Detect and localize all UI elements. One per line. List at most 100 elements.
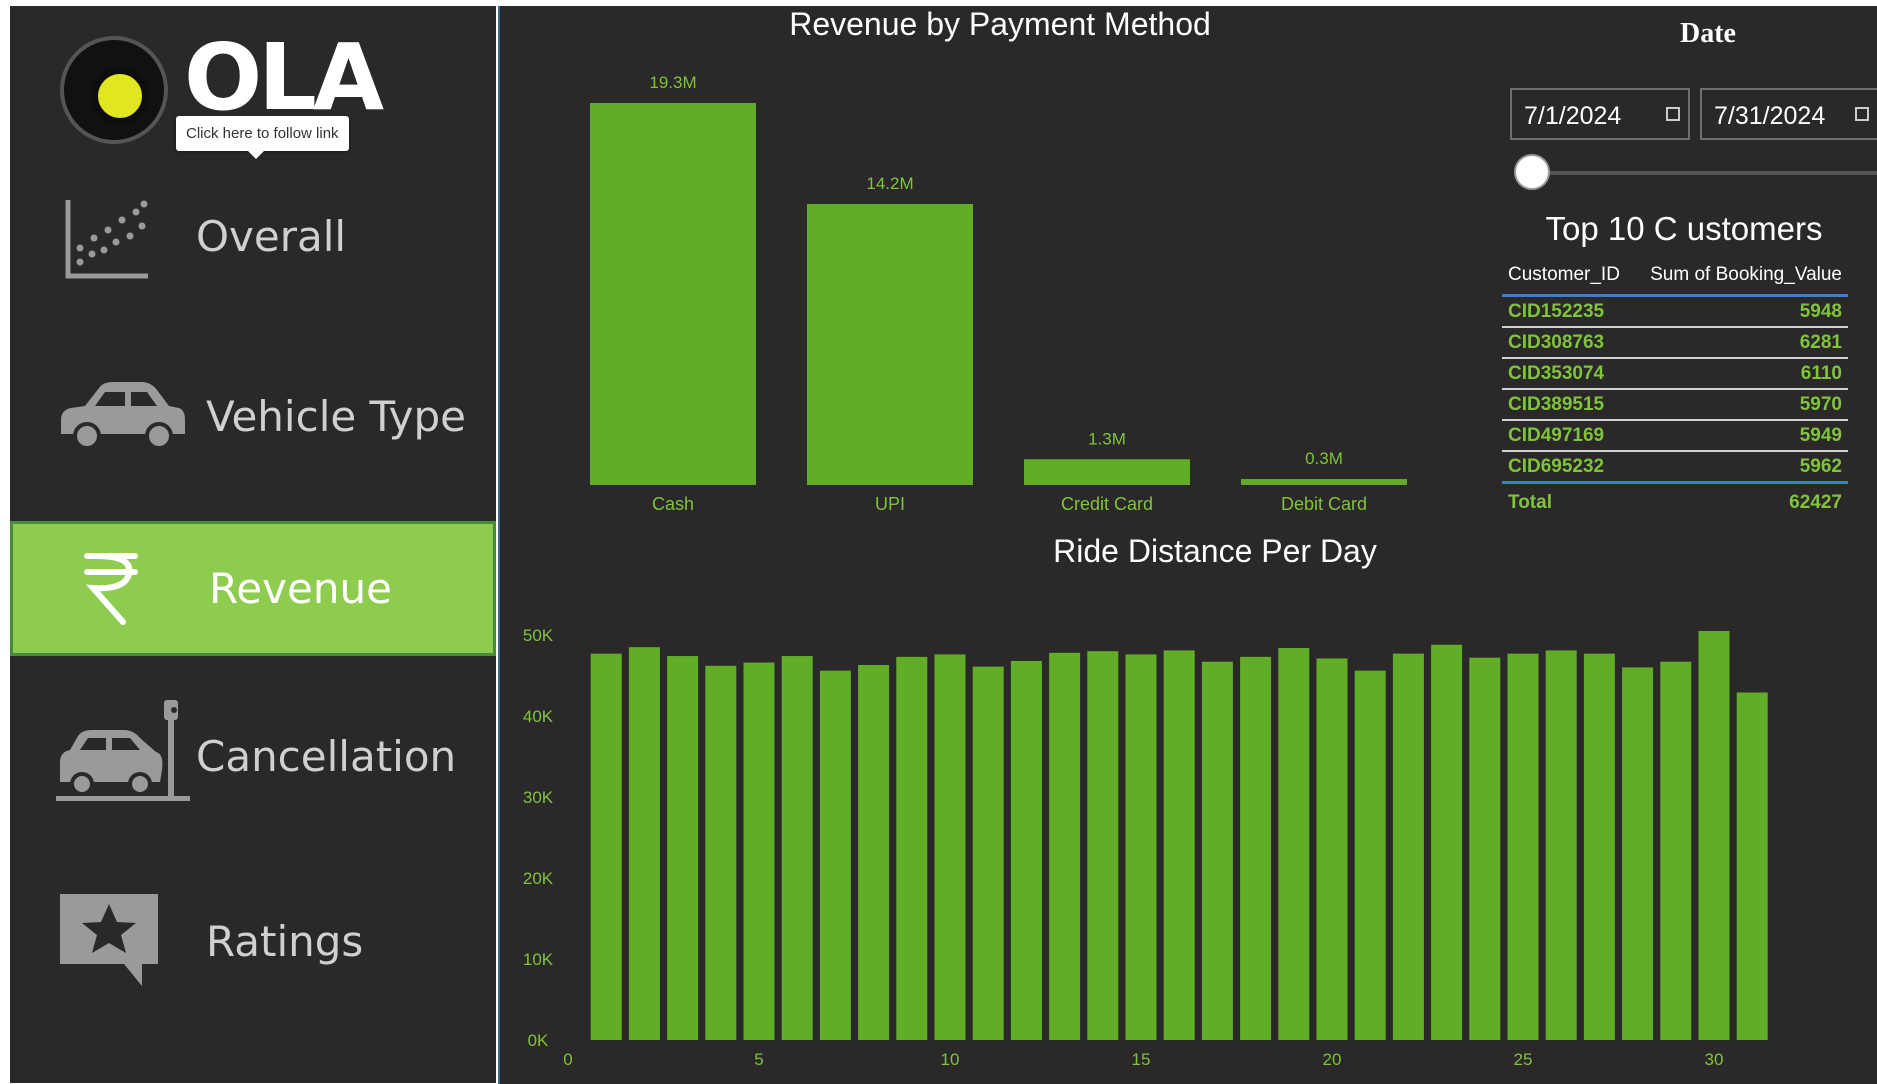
- revenue-data-label: 19.3M: [649, 73, 696, 92]
- customer-id-cell: CID497169: [1502, 420, 1633, 452]
- x-tick-label: 15: [1132, 1050, 1151, 1069]
- table-row[interactable]: CID353074 6110: [1502, 358, 1848, 390]
- nav-label-overall: Overall: [196, 211, 347, 261]
- distance-bar[interactable]: [934, 654, 966, 1040]
- revenue-category-label: UPI: [875, 494, 905, 514]
- distance-bar[interactable]: [1278, 647, 1310, 1040]
- x-tick-label: 0: [563, 1050, 572, 1069]
- distance-bar[interactable]: [858, 664, 890, 1040]
- column-header-customer-id[interactable]: Customer_ID: [1502, 258, 1633, 297]
- distance-bar[interactable]: [781, 656, 813, 1040]
- distance-chart-title: Ride Distance Per Day: [1053, 533, 1377, 569]
- distance-bar[interactable]: [1431, 644, 1463, 1040]
- revenue-chart-title: Revenue by Payment Method: [789, 6, 1211, 42]
- distance-bar[interactable]: [1545, 650, 1577, 1040]
- nav-label-ratings: Ratings: [206, 916, 364, 966]
- distance-bar[interactable]: [1049, 652, 1081, 1040]
- booking-value-cell: 5949: [1632, 420, 1848, 452]
- customer-id-cell: CID353074: [1502, 358, 1633, 390]
- column-header-booking-value[interactable]: Sum of Booking_Value: [1632, 258, 1848, 297]
- distance-bar[interactable]: [1316, 658, 1348, 1040]
- y-tick-label: 30K: [523, 788, 554, 807]
- table-row[interactable]: CID308763 6281: [1502, 327, 1848, 359]
- table-total-row: Total 62427: [1502, 481, 1848, 517]
- total-label: Total: [1502, 481, 1633, 517]
- link-tooltip: Click here to follow link: [176, 116, 349, 159]
- distance-bar[interactable]: [628, 647, 660, 1040]
- calendar-icon[interactable]: [1666, 107, 1680, 121]
- booking-value-cell: 5948: [1632, 295, 1848, 328]
- distance-bar[interactable]: [1240, 656, 1272, 1040]
- x-tick-label: 10: [941, 1050, 960, 1069]
- revenue-bar[interactable]: [1024, 459, 1190, 485]
- table-row[interactable]: CID497169 5949: [1502, 420, 1848, 452]
- rupee-icon: [84, 553, 138, 625]
- revenue-bar[interactable]: [590, 103, 756, 485]
- revenue-data-label: 14.2M: [866, 174, 913, 193]
- ola-logo[interactable]: OLA: [48, 24, 388, 164]
- y-tick-label: 50K: [523, 626, 554, 645]
- distance-bar[interactable]: [1087, 651, 1119, 1040]
- date-range-slider-track[interactable]: [1530, 171, 1877, 175]
- distance-bar[interactable]: [1125, 654, 1157, 1040]
- table-row[interactable]: CID152235 5948: [1502, 295, 1848, 328]
- nav-label-vehicle-type: Vehicle Type: [206, 391, 467, 441]
- distance-bar[interactable]: [667, 656, 699, 1040]
- revenue-category-label: Credit Card: [1061, 494, 1153, 514]
- distance-bar[interactable]: [819, 670, 851, 1040]
- end-date-input[interactable]: 7/31/2024: [1700, 88, 1877, 140]
- table-header-row: Customer_ID Sum of Booking_Value: [1502, 258, 1848, 297]
- top-customers-title: Top 10 C ustomers: [1545, 210, 1823, 247]
- distance-bar[interactable]: [1354, 670, 1386, 1040]
- booking-value-cell: 5970: [1632, 389, 1848, 421]
- revenue-bar-chart: 19.3M Cash 14.2M UPI 1.3M Credit Card 0.3M Debi…: [590, 73, 1407, 514]
- y-tick-label: 0K: [528, 1031, 549, 1050]
- distance-bar[interactable]: [1163, 650, 1195, 1040]
- top-customers-table: Customer_ID Sum of Booking_Value CID1522…: [1502, 258, 1848, 517]
- distance-bar[interactable]: [1583, 653, 1615, 1040]
- start-date-value: 7/1/2024: [1524, 102, 1622, 130]
- calendar-icon[interactable]: [1855, 107, 1869, 121]
- booking-value-cell: 6281: [1632, 327, 1848, 359]
- revenue-category-label: Debit Card: [1281, 494, 1367, 514]
- nav-item-vehicle-type[interactable]: Vehicle Type: [10, 336, 496, 496]
- booking-value-cell: 6110: [1632, 358, 1848, 390]
- revenue-bar[interactable]: [807, 203, 973, 486]
- distance-bar[interactable]: [1660, 661, 1692, 1040]
- distance-bar[interactable]: [1201, 661, 1233, 1040]
- x-tick-label: 25: [1514, 1050, 1533, 1069]
- distance-bar[interactable]: [972, 666, 1004, 1040]
- distance-bar[interactable]: [1507, 653, 1539, 1040]
- date-range-slider-handle[interactable]: [1514, 154, 1550, 190]
- start-date-input[interactable]: 7/1/2024: [1510, 88, 1690, 140]
- distance-bar[interactable]: [1736, 692, 1768, 1040]
- distance-bar[interactable]: [1469, 657, 1501, 1040]
- distance-bar[interactable]: [743, 662, 775, 1040]
- total-value: 62427: [1632, 481, 1848, 517]
- distance-bar[interactable]: [1622, 667, 1654, 1040]
- y-tick-label: 40K: [523, 707, 554, 726]
- distance-bar[interactable]: [896, 656, 928, 1040]
- distance-bar[interactable]: [1698, 630, 1730, 1040]
- sidebar: OLA Click here to follow link Overall Ve…: [10, 6, 496, 1083]
- distance-bar[interactable]: [1392, 653, 1424, 1040]
- ola-logo-circle-icon: [60, 36, 168, 144]
- distance-bar[interactable]: [705, 665, 737, 1040]
- nav-item-cancellation[interactable]: Cancellation: [10, 676, 496, 836]
- table-row[interactable]: CID695232 5962: [1502, 451, 1848, 484]
- y-tick-label: 10K: [523, 950, 554, 969]
- revenue-bar[interactable]: [1241, 479, 1407, 485]
- x-tick-label: 30: [1705, 1050, 1724, 1069]
- end-date-value: 7/31/2024: [1714, 102, 1826, 130]
- customer-id-cell: CID308763: [1502, 327, 1633, 359]
- revenue-category-label: Cash: [652, 494, 694, 514]
- distance-bar-chart: 0K 10K 20K 30K 40K 50K 0 5 10 15 20 25 30: [523, 626, 1768, 1069]
- x-tick-label: 5: [754, 1050, 763, 1069]
- distance-bar[interactable]: [590, 653, 622, 1040]
- nav-item-revenue[interactable]: Revenue: [10, 521, 496, 656]
- nav-item-ratings[interactable]: Ratings: [10, 866, 496, 1016]
- nav-item-overall[interactable]: Overall: [10, 156, 496, 316]
- distance-bar[interactable]: [1010, 660, 1042, 1040]
- revenue-data-label: 0.3M: [1305, 449, 1343, 468]
- table-row[interactable]: CID389515 5970: [1502, 389, 1848, 421]
